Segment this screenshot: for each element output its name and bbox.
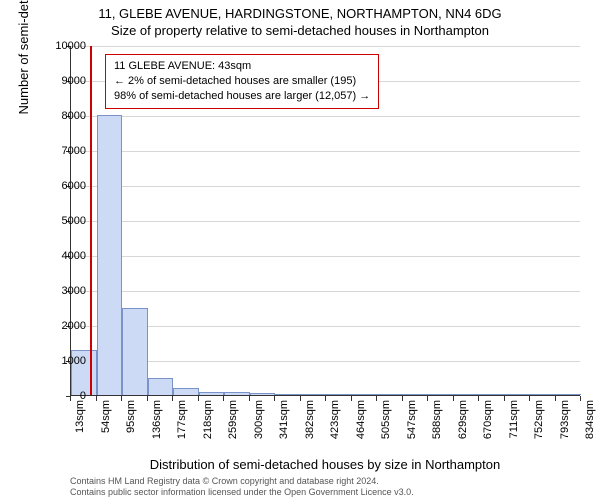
x-tick-label: 588sqm	[431, 400, 443, 445]
x-tick-label: 300sqm	[253, 400, 265, 445]
y-axis-label: Number of semi-detached properties	[16, 0, 31, 115]
x-tick-mark	[529, 396, 530, 401]
x-tick-label: 54sqm	[100, 400, 112, 445]
gridline	[71, 151, 580, 152]
gridline	[71, 116, 580, 117]
reference-line	[90, 46, 92, 395]
histogram-bar	[352, 394, 378, 395]
y-tick-label: 5000	[36, 215, 86, 227]
gridline	[71, 186, 580, 187]
x-tick-label: 547sqm	[406, 400, 418, 445]
x-tick-mark	[70, 396, 71, 401]
chart-container: 11, GLEBE AVENUE, HARDINGSTONE, NORTHAMP…	[0, 0, 600, 500]
footer: Contains HM Land Registry data © Crown c…	[70, 476, 580, 499]
annotation-line-3: 98% of semi-detached houses are larger (…	[114, 89, 370, 104]
x-tick-mark	[376, 396, 377, 401]
x-tick-label: 752sqm	[533, 400, 545, 445]
gridline	[71, 256, 580, 257]
x-tick-label: 793sqm	[559, 400, 571, 445]
histogram-bar	[301, 394, 327, 395]
x-tick-label: 95sqm	[125, 400, 137, 445]
gridline	[71, 46, 580, 47]
x-tick-mark	[147, 396, 148, 401]
histogram-bar	[275, 394, 301, 395]
x-tick-label: 505sqm	[380, 400, 392, 445]
x-tick-mark	[223, 396, 224, 401]
x-tick-label: 259sqm	[227, 400, 239, 445]
y-tick-label: 3000	[36, 285, 86, 297]
x-tick-mark	[402, 396, 403, 401]
x-tick-mark	[198, 396, 199, 401]
y-tick-label: 4000	[36, 250, 86, 262]
x-tick-label: 464sqm	[355, 400, 367, 445]
x-tick-mark	[249, 396, 250, 401]
histogram-bar	[224, 392, 250, 395]
x-tick-mark	[478, 396, 479, 401]
x-tick-label: 177sqm	[176, 400, 188, 445]
x-tick-mark	[427, 396, 428, 401]
y-tick-label: 8000	[36, 110, 86, 122]
chart-title-sub: Size of property relative to semi-detach…	[0, 21, 600, 38]
histogram-bar	[326, 394, 352, 395]
x-tick-label: 341sqm	[278, 400, 290, 445]
histogram-bar	[97, 115, 123, 395]
x-tick-label: 136sqm	[151, 400, 163, 445]
x-tick-label: 423sqm	[329, 400, 341, 445]
x-tick-label: 382sqm	[304, 400, 316, 445]
histogram-bar	[250, 393, 276, 395]
x-tick-label: 670sqm	[482, 400, 494, 445]
histogram-bar	[479, 394, 505, 395]
histogram-bar	[556, 394, 582, 395]
histogram-bar	[454, 394, 480, 395]
x-tick-label: 218sqm	[202, 400, 214, 445]
x-tick-mark	[121, 396, 122, 401]
x-tick-label: 834sqm	[584, 400, 596, 445]
x-tick-mark	[555, 396, 556, 401]
x-tick-mark	[453, 396, 454, 401]
x-tick-mark	[351, 396, 352, 401]
histogram-bar	[199, 392, 225, 396]
x-tick-label: 13sqm	[74, 400, 86, 445]
gridline	[71, 221, 580, 222]
footer-line-1: Contains HM Land Registry data © Crown c…	[70, 476, 580, 487]
x-tick-mark	[580, 396, 581, 401]
histogram-bar	[122, 308, 148, 396]
histogram-bar	[505, 394, 531, 395]
y-tick-label: 6000	[36, 180, 86, 192]
x-tick-label: 629sqm	[457, 400, 469, 445]
x-tick-mark	[274, 396, 275, 401]
histogram-bar	[173, 388, 199, 395]
y-tick-label: 10000	[36, 40, 86, 52]
x-tick-mark	[325, 396, 326, 401]
annotation-line-1: 11 GLEBE AVENUE: 43sqm	[114, 59, 370, 74]
histogram-bar	[428, 394, 454, 395]
x-axis-label: Distribution of semi-detached houses by …	[70, 457, 580, 472]
x-tick-mark	[96, 396, 97, 401]
x-tick-mark	[172, 396, 173, 401]
y-tick-label: 9000	[36, 75, 86, 87]
x-tick-label: 711sqm	[508, 400, 520, 445]
histogram-bar	[530, 394, 556, 395]
x-tick-mark	[300, 396, 301, 401]
histogram-bar	[377, 394, 403, 395]
footer-line-2: Contains public sector information licen…	[70, 487, 580, 498]
annotation-box: 11 GLEBE AVENUE: 43sqm ← 2% of semi-deta…	[105, 54, 379, 109]
gridline	[71, 291, 580, 292]
annotation-line-2: ← 2% of semi-detached houses are smaller…	[114, 74, 370, 89]
x-tick-mark	[504, 396, 505, 401]
histogram-bar	[148, 378, 174, 396]
y-tick-label: 1000	[36, 355, 86, 367]
y-tick-label: 2000	[36, 320, 86, 332]
histogram-bar	[403, 394, 429, 395]
y-tick-label: 7000	[36, 145, 86, 157]
chart-title-main: 11, GLEBE AVENUE, HARDINGSTONE, NORTHAMP…	[0, 0, 600, 21]
plot-area: 11 GLEBE AVENUE: 43sqm ← 2% of semi-deta…	[70, 46, 580, 396]
